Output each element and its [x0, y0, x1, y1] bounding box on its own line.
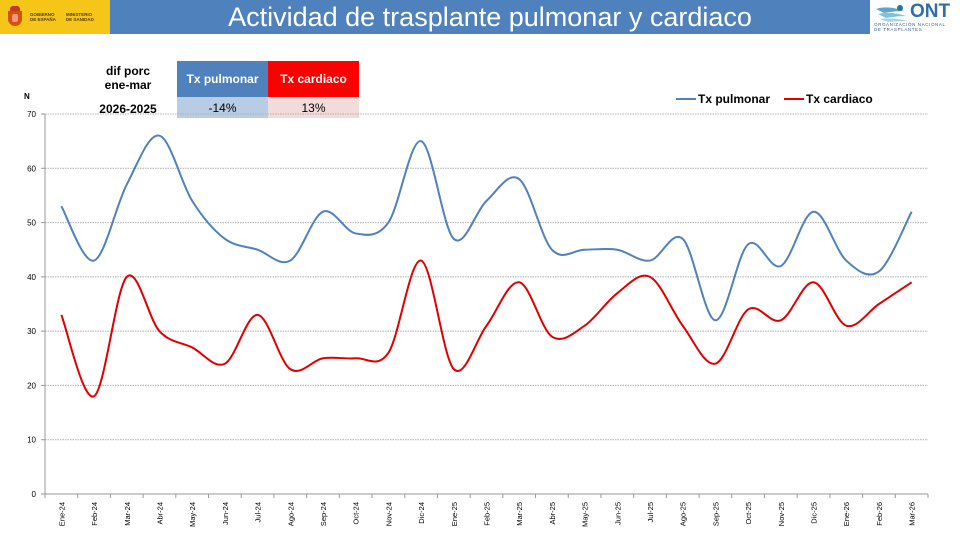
ont-logo: ONT ORGANIZACIÓN NACIONAL DE TRASPLANTES	[870, 0, 960, 34]
ministry-logo-text: MINISTERIO DE SANIDAD	[66, 12, 94, 22]
y-tick-label: 30	[27, 327, 36, 336]
axes	[41, 113, 929, 498]
x-tick-label: Abr-24	[155, 502, 164, 525]
y-tick-labels: 0 10 20 30 40 50 60 70	[27, 110, 36, 499]
y-tick-label: 10	[27, 436, 36, 445]
x-tick-label: Dic-25	[810, 502, 819, 524]
x-tick-label: Mar-24	[123, 502, 132, 526]
x-tick-label: Feb-26	[875, 502, 884, 526]
x-tick-label: Jul-24	[254, 502, 263, 522]
y-tick-label: 60	[27, 164, 36, 173]
legend-swatch-cardiaco	[784, 98, 805, 100]
x-tick-label: Nov-24	[384, 502, 393, 526]
grid-lines	[45, 113, 928, 441]
header: GOBIERNO DE ESPAÑA MINISTERIO DE SANIDAD…	[0, 0, 960, 34]
x-tick-labels: Ene-24 Feb-24 Mar-24 Abr-24 May-24 Jun-24 Jul-…	[57, 502, 916, 527]
diff-label-line1: dif porc	[106, 64, 150, 78]
x-tick-label: Feb-25	[483, 502, 492, 526]
x-tick-label: Ene-24	[57, 502, 66, 526]
x-tick-label: Oct-24	[352, 502, 361, 525]
legend-item-pulmonar: Tx pulmonar	[676, 92, 770, 106]
x-tick-label: Ago-25	[679, 502, 688, 526]
diff-header-cardiaco: Tx cardiaco	[268, 61, 359, 97]
diff-label-line2: ene-mar	[104, 78, 152, 92]
y-tick-label: 70	[27, 110, 36, 119]
ont-sub-line-2: DE TRASPLANTES	[874, 27, 923, 32]
x-tick-label: Sep-24	[319, 502, 328, 526]
y-tick-label: 40	[27, 273, 36, 282]
legend-label-cardiaco: Tx cardiaco	[806, 92, 873, 106]
diff-value-pulmonar: -14%	[177, 97, 268, 118]
ministry-line-2: DE SANIDAD	[65, 17, 94, 22]
x-tick-label: Jun-25	[613, 502, 622, 525]
x-tick-label: Jun-24	[221, 502, 230, 525]
ont-subtitle: ORGANIZACIÓN NACIONAL DE TRASPLANTES	[874, 22, 946, 32]
y-tick-label: 50	[27, 219, 36, 228]
diff-header-pulmonar: Tx pulmonar	[177, 61, 268, 97]
x-tick-label: May-24	[188, 502, 197, 527]
coat-of-arms-icon	[6, 6, 24, 28]
x-tick-label: May-25	[581, 502, 590, 527]
series-line-pulmonar	[60, 134, 913, 322]
legend-item-cardiaco: Tx cardiaco	[784, 92, 873, 106]
diff-value-cardiaco: 13%	[268, 97, 359, 118]
legend-swatch-pulmonar	[676, 98, 696, 100]
diff-table: Tx pulmonar Tx cardiaco -14% 13%	[177, 61, 359, 118]
ont-sub-line-1: ORGANIZACIÓN NACIONAL	[874, 22, 946, 27]
gov-logo-text: GOBIERNO DE ESPAÑA	[30, 12, 56, 22]
gov-line-1: GOBIERNO	[30, 12, 55, 17]
x-tick-label: Sep-25	[711, 502, 720, 526]
x-tick-label: Feb-24	[90, 502, 99, 526]
diff-label-period: 2026-2025	[99, 102, 157, 116]
x-tick-label: Abr-25	[548, 502, 557, 525]
ont-wordmark: ONT	[910, 1, 951, 22]
ministry-line-1: MINISTERIO	[65, 12, 93, 17]
y-tick-label: 20	[27, 381, 36, 390]
x-tick-label: Nov-25	[777, 502, 786, 526]
legend-label-pulmonar: Tx pulmonar	[698, 92, 771, 106]
gov-line-2: DE ESPAÑA	[30, 17, 56, 22]
x-tick-label: Mar-26	[908, 502, 917, 526]
gobierno-espana-logo: GOBIERNO DE ESPAÑA MINISTERIO DE SANIDAD	[0, 0, 110, 34]
x-tick-label: Ene-25	[450, 502, 459, 526]
y-tick-label: 0	[32, 490, 37, 499]
x-tick-label: Ago-24	[286, 502, 295, 526]
y-axis-label: N	[24, 92, 30, 101]
page-title: Actividad de trasplante pulmonar y cardi…	[110, 0, 870, 34]
ont-wings-icon	[876, 5, 908, 22]
x-tick-label: Ene-26	[842, 502, 851, 526]
chart-legend: Tx pulmonar Tx cardiaco	[676, 92, 887, 106]
series-lines	[60, 134, 913, 398]
x-tick-label: Oct-25	[744, 502, 753, 525]
series-line-cardiaco	[60, 259, 913, 398]
x-tick-label: Jul-25	[646, 502, 655, 522]
x-tick-label: Mar-25	[515, 502, 524, 526]
x-tick-label: Dic-24	[417, 502, 426, 524]
